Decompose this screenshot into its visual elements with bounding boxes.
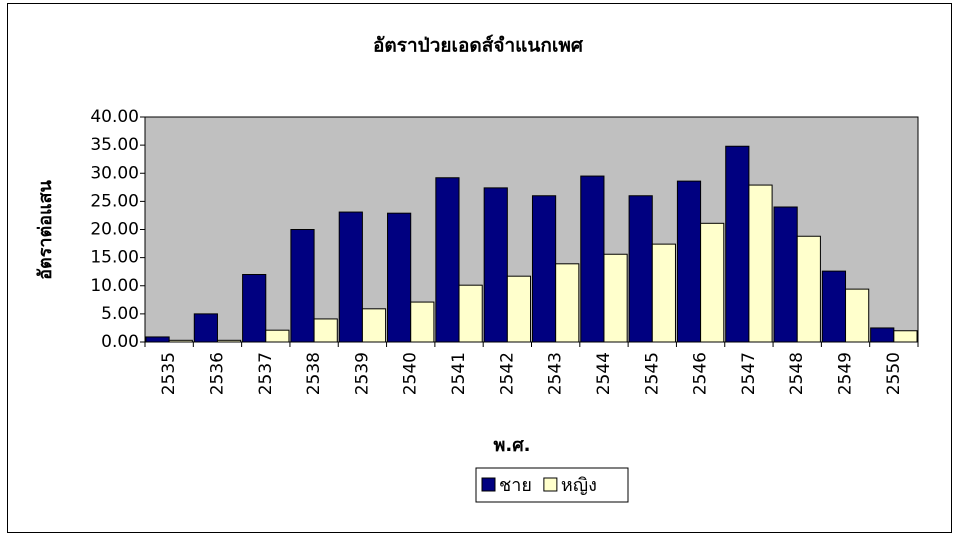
bar: [387, 212, 412, 343]
x-tick-label: 2545: [642, 352, 662, 395]
legend-swatch: [481, 477, 496, 492]
x-axis-title: พ.ศ.: [494, 435, 531, 456]
bar: [893, 330, 918, 343]
x-tick-label: 2535: [159, 352, 179, 395]
bar: [725, 145, 750, 343]
bar: [290, 229, 315, 343]
bar: [435, 177, 460, 343]
bar: [603, 253, 628, 343]
x-tick-label: 2549: [836, 352, 856, 395]
bar: [748, 184, 773, 343]
x-tick-label: 2538: [304, 352, 324, 395]
bar: [483, 187, 508, 343]
bar: [821, 270, 847, 343]
y-tick-label: 30.00: [90, 163, 139, 183]
bar: [313, 318, 338, 343]
x-tick-label: 2543: [546, 352, 566, 395]
bar: [651, 243, 676, 343]
x-tick-label: 2544: [594, 352, 614, 395]
bar: [870, 327, 895, 343]
bar: [145, 336, 170, 343]
legend-swatch: [543, 477, 558, 492]
bar: [242, 274, 267, 343]
x-tick-label: 2548: [787, 352, 807, 395]
bar: [628, 195, 653, 343]
y-tick-label: 25.00: [90, 191, 139, 211]
x-tick-label: 2542: [497, 352, 517, 395]
bar: [555, 263, 580, 343]
x-tick-label: 2537: [256, 352, 276, 395]
bar: [410, 301, 435, 343]
bar: [458, 284, 483, 343]
x-tick-label: 2539: [352, 352, 372, 395]
bar: [700, 222, 725, 343]
x-tick-label: 2541: [449, 352, 469, 395]
x-tick-label: 2550: [884, 352, 904, 395]
x-tick-label: 2540: [401, 352, 421, 395]
bar: [773, 206, 798, 343]
x-tick-label: 2547: [739, 352, 759, 395]
bar: [676, 180, 702, 343]
y-tick-label: 20.00: [90, 220, 139, 240]
x-tick-label: 2536: [207, 352, 227, 395]
bar: [265, 329, 290, 343]
bar: [845, 288, 870, 343]
legend-label: หญิง: [561, 475, 597, 496]
bar: [506, 275, 532, 343]
bar: [531, 195, 557, 343]
legend-label: ชาย: [499, 475, 532, 496]
y-tick-label: 35.00: [90, 135, 139, 155]
y-tick-label: 15.00: [90, 248, 139, 268]
bar: [796, 235, 821, 343]
y-tick-label: 40.00: [90, 107, 139, 127]
y-tick-label: 10.00: [90, 276, 139, 296]
y-tick-label: 0.00: [101, 332, 139, 352]
y-tick-label: 5.00: [101, 304, 139, 324]
bar: [580, 175, 605, 343]
x-tick-label: 2546: [691, 352, 711, 395]
chart-title: อัตราป่วยเอดส์จำแนกเพศ: [373, 35, 584, 57]
bar: [361, 308, 387, 343]
y-axis-title: อัตราต่อแสน: [35, 179, 56, 279]
bar: [338, 211, 363, 343]
bar: [193, 313, 218, 343]
